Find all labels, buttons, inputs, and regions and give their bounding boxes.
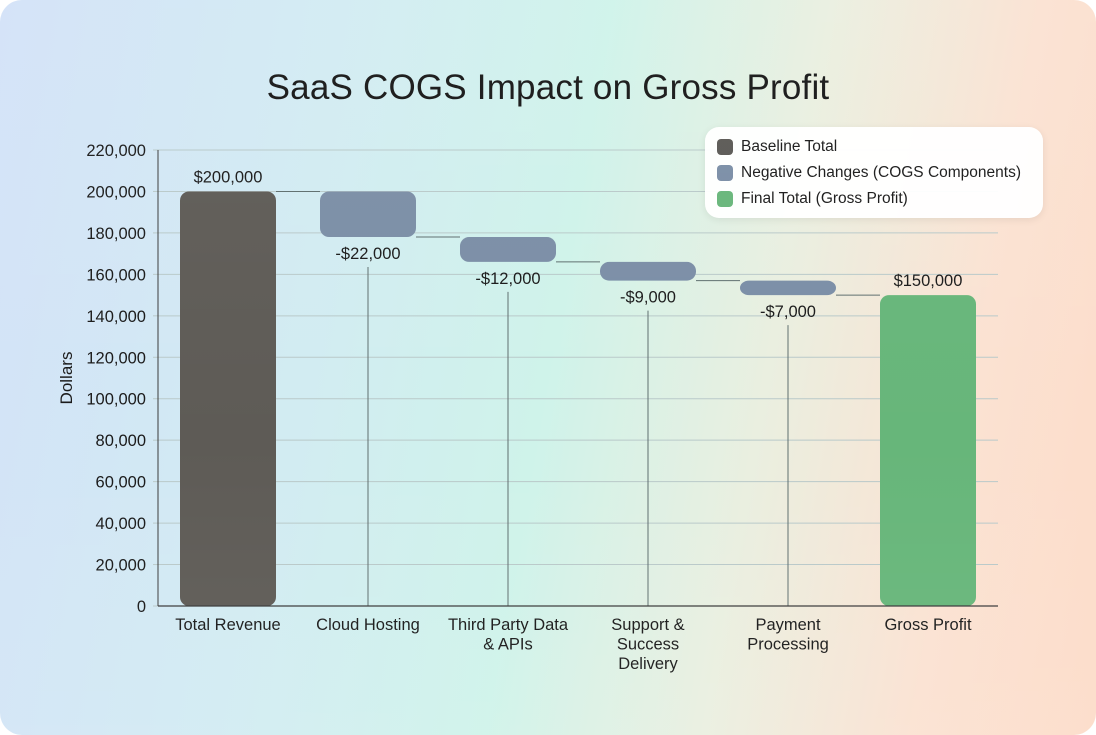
x-tick-label: Success xyxy=(617,636,679,654)
legend-item-baseline: Baseline Total xyxy=(717,136,837,158)
final-swatch-icon xyxy=(717,191,733,207)
x-tick-label: Delivery xyxy=(618,655,678,673)
bar-negative xyxy=(600,261,696,281)
bar-negative xyxy=(320,191,416,238)
legend-label: Negative Changes (COGS Components) xyxy=(741,164,1021,181)
x-tick-label: Total Revenue xyxy=(175,616,281,634)
y-tick-label: 140,000 xyxy=(86,308,146,326)
y-axis-label: Dollars xyxy=(57,352,76,405)
legend: Baseline Total Negative Changes (COGS Co… xyxy=(705,127,1043,218)
y-axis-ticks: 0 20,000 40,000 60,000 80,000 100,000 120,000 1… xyxy=(86,142,158,616)
chart-title: SaaS COGS Impact on Gross Profit xyxy=(266,68,830,107)
data-label: -$12,000 xyxy=(475,270,540,288)
data-label: $200,000 xyxy=(194,168,263,186)
data-label: -$22,000 xyxy=(335,245,400,263)
baseline-swatch-icon xyxy=(717,139,733,155)
legend-item-final: Final Total (Gross Profit) xyxy=(717,188,908,210)
x-tick-label: Third Party Data xyxy=(448,616,569,634)
legend-label: Baseline Total xyxy=(741,138,838,155)
data-label: -$7,000 xyxy=(760,303,816,321)
y-tick-label: 160,000 xyxy=(86,266,146,284)
x-axis-ticks: Total Revenue Cloud Hosting Third Party Da… xyxy=(175,616,972,673)
y-tick-label: 80,000 xyxy=(96,432,146,450)
x-tick-label: Gross Profit xyxy=(884,616,972,634)
x-tick-label: Payment xyxy=(755,616,821,634)
bar-negative xyxy=(740,280,836,296)
connector-lines xyxy=(276,190,880,606)
y-tick-label: 20,000 xyxy=(96,557,146,575)
bar-baseline xyxy=(180,191,276,607)
x-tick-label: Cloud Hosting xyxy=(316,616,420,634)
legend-item-negative: Negative Changes (COGS Components) xyxy=(717,162,1021,184)
negative-swatch-icon xyxy=(717,165,733,181)
bars xyxy=(180,191,976,607)
y-tick-label: 40,000 xyxy=(96,515,146,533)
axes xyxy=(157,150,998,607)
y-tick-label: 100,000 xyxy=(86,391,146,409)
x-tick-label: Processing xyxy=(747,636,829,654)
data-label: $150,000 xyxy=(894,272,963,290)
legend-label: Final Total (Gross Profit) xyxy=(741,190,908,207)
x-tick-label: Support & xyxy=(611,616,684,634)
y-tick-label: 180,000 xyxy=(86,225,146,243)
x-tick-label: & APIs xyxy=(483,636,533,654)
y-tick-label: 220,000 xyxy=(86,142,146,160)
data-labels: $200,000 -$22,000 -$12,000 -$9,000 -$7,000 $1… xyxy=(194,168,963,321)
y-tick-label: 120,000 xyxy=(86,349,146,367)
bar-final xyxy=(880,295,976,606)
y-tick-label: 200,000 xyxy=(86,183,146,201)
data-label: -$9,000 xyxy=(620,289,676,307)
y-tick-label: 60,000 xyxy=(96,474,146,492)
bar-negative xyxy=(460,237,556,262)
y-tick-label: 0 xyxy=(137,598,146,616)
